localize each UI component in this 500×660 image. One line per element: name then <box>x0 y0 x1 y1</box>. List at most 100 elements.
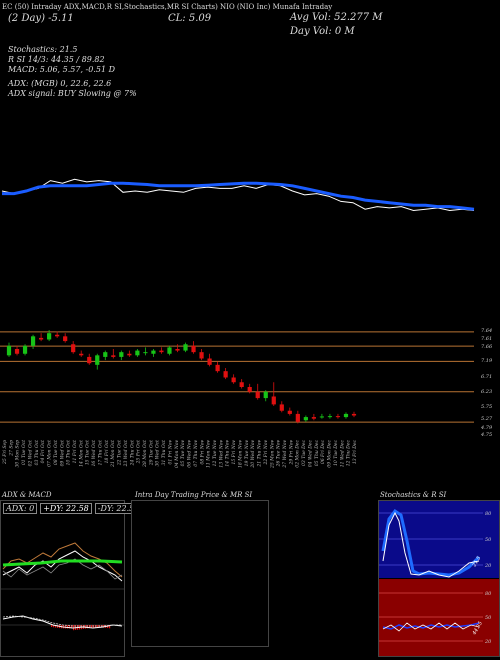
date-tick-label: 25 Fri Sep <box>2 440 8 465</box>
date-tick-label: 27 Wed Nov <box>282 440 288 469</box>
price-tick-label: 7.64 <box>481 328 492 334</box>
candle-body <box>287 410 292 414</box>
candle-body <box>335 416 341 418</box>
candle-38 <box>311 413 316 421</box>
candle-36 <box>295 410 300 424</box>
macd-bar <box>71 625 73 629</box>
date-tick-label: 29 Fri Nov <box>288 440 294 466</box>
header-title-line: EC (50) Intraday ADX,MACD,R SI,Stochasti… <box>2 3 333 11</box>
date-tick-label: 04 Fri Oct <box>40 440 46 464</box>
adx-macd-chart <box>1 542 124 631</box>
stochastics-value: Stochastics: 21.5 <box>8 45 78 54</box>
candle-13 <box>111 349 116 359</box>
date-tick-label: 27 Sep <box>8 440 14 457</box>
macd-bar <box>65 625 67 629</box>
adx-value: ADX: (MGB) 0, 22.6, 22.6 <box>8 79 112 88</box>
candle-35 <box>287 407 292 416</box>
candle-body <box>239 382 244 387</box>
candle-10 <box>87 353 92 365</box>
macd-bar <box>89 625 91 629</box>
stoch-tick-20: 20 <box>484 563 492 569</box>
macd-value: MACD: 5.06, 5.57, -0.51 D <box>8 65 116 74</box>
candle-33 <box>271 382 276 406</box>
macd-bar <box>103 625 105 628</box>
avg-volume: Avg Vol: 52.277 M <box>290 12 383 23</box>
date-tick-label: 22 Fri Nov <box>263 440 269 466</box>
candle-body <box>87 356 92 364</box>
date-tick-label: 10 Tue Dec <box>333 440 339 466</box>
candle-40 <box>327 413 333 419</box>
date-tick-label: 18 Fri Oct <box>104 440 110 464</box>
date-tick-label: 14 Mon Oct <box>78 440 84 467</box>
candle-body <box>159 350 164 353</box>
date-tick-label: 23 Wed Oct <box>123 440 129 468</box>
candle-43 <box>351 411 357 418</box>
candle-body <box>271 396 276 405</box>
rsi-tick-50: 50 <box>485 615 492 621</box>
candle-body <box>295 413 300 422</box>
date-tick-label: 02 Wed Oct <box>27 440 33 467</box>
candle-9 <box>79 350 84 357</box>
candle-body <box>103 352 108 357</box>
candle-31 <box>255 383 260 400</box>
support-resistance-levels <box>0 331 474 423</box>
candle-39 <box>319 413 325 419</box>
candle-3 <box>30 334 36 349</box>
candle-16 <box>135 349 140 357</box>
date-tick-label: 17 Thu Oct <box>97 440 103 466</box>
candle-body <box>22 345 28 354</box>
price-tick-label: 6.71 <box>481 374 492 380</box>
price-tick-label: 4.75 <box>480 432 492 438</box>
date-tick-label: 16 Wed Oct <box>91 440 97 467</box>
date-tick-label: 03 Tue Dec <box>301 440 307 466</box>
candle-6 <box>55 331 60 338</box>
adx-macd-title: ADX & MACD <box>2 491 52 499</box>
date-tick-label: 30 Wed Oct <box>155 440 161 467</box>
candle-15 <box>127 350 132 357</box>
macd-bar <box>67 625 69 629</box>
candle-26 <box>215 361 220 373</box>
date-tick-label: 21 Thu Nov <box>257 440 263 468</box>
date-tick-label: 07 Mon Oct <box>47 440 53 467</box>
date-tick-label: 13 Fri Dec <box>352 440 358 465</box>
candle-body <box>95 355 100 365</box>
candle-17 <box>143 347 148 356</box>
date-tick-label: 28 Mon Oct <box>142 440 148 468</box>
date-tick-label: 05 Tue Nov <box>180 440 186 467</box>
adx-signal: ADX signal: BUY Slowing @ 7% <box>8 89 137 98</box>
candle-body <box>231 377 236 383</box>
date-tick-label: 20 Wed Nov <box>250 440 256 469</box>
macd-bar <box>51 625 53 627</box>
date-tick-label: 12 Tue Nov <box>212 440 218 467</box>
date-tick-label: 14 Thu Nov <box>225 440 231 467</box>
candle-20 <box>167 345 172 356</box>
macd-bar <box>69 625 71 629</box>
candle-8 <box>71 341 76 354</box>
candle-2 <box>22 344 28 356</box>
candle-body <box>327 416 333 418</box>
date-tick-label: 22 Tue Oct <box>117 440 123 466</box>
candle-body <box>79 353 84 356</box>
date-tick-label: 09 Mon Dec <box>327 440 333 468</box>
candle-body <box>71 344 76 353</box>
price-tick-label: 7.19 <box>481 358 493 364</box>
macd-bar <box>109 625 111 629</box>
price-tick-label: 5.27 <box>481 416 493 422</box>
date-tick-label: 30 Mon Sep <box>15 440 21 468</box>
candle-7 <box>63 333 68 343</box>
candlesticks <box>6 330 357 424</box>
candle-body <box>351 413 357 416</box>
candle-body <box>311 417 316 419</box>
main-price-chart: 7.61 7.66 7.19 6.71 6.23 5.75 5.27 4.794.75 7.64… <box>0 178 493 469</box>
candle-body <box>151 350 156 354</box>
date-tick-label: 02 Mon Dec <box>295 440 301 468</box>
candle-body <box>343 413 349 418</box>
candle-body <box>135 350 140 356</box>
candle-body <box>223 371 228 378</box>
date-tick-label: 07 Thu Nov <box>193 440 199 467</box>
candle-body <box>175 349 180 351</box>
candle-body <box>47 333 52 340</box>
candle-11 <box>95 353 100 370</box>
date-tick-label: 04 Wed Dec <box>307 440 313 468</box>
candle-21 <box>175 344 180 353</box>
